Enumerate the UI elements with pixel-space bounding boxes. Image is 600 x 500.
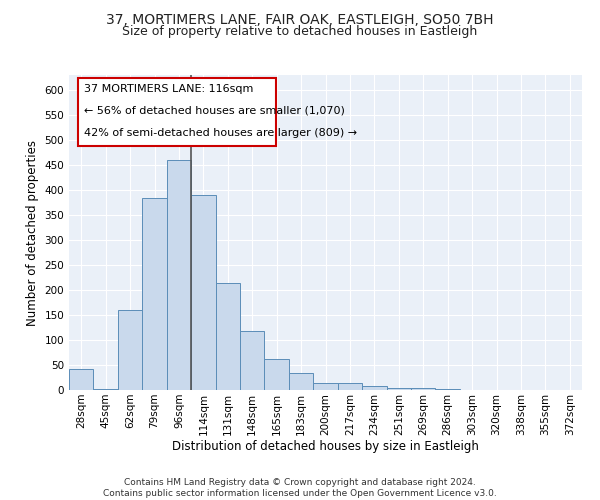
Text: Size of property relative to detached houses in Eastleigh: Size of property relative to detached ho… xyxy=(122,25,478,38)
Bar xyxy=(386,388,411,390)
Text: 37, MORTIMERS LANE, FAIR OAK, EASTLEIGH, SO50 7BH: 37, MORTIMERS LANE, FAIR OAK, EASTLEIGH,… xyxy=(106,12,494,26)
Bar xyxy=(265,359,289,390)
X-axis label: Distribution of detached houses by size in Eastleigh: Distribution of detached houses by size … xyxy=(172,440,479,454)
Text: 37 MORTIMERS LANE: 116sqm: 37 MORTIMERS LANE: 116sqm xyxy=(85,84,254,94)
Bar xyxy=(338,383,362,390)
Text: Contains HM Land Registry data © Crown copyright and database right 2024.
Contai: Contains HM Land Registry data © Crown c… xyxy=(103,478,497,498)
Bar xyxy=(167,160,191,390)
Bar xyxy=(142,198,167,390)
Bar xyxy=(362,386,386,390)
Bar xyxy=(411,388,436,390)
FancyBboxPatch shape xyxy=(78,78,276,146)
Text: 42% of semi-detached houses are larger (809) →: 42% of semi-detached houses are larger (… xyxy=(85,128,358,138)
Bar xyxy=(240,331,265,390)
Bar xyxy=(289,372,313,390)
Text: ← 56% of detached houses are smaller (1,070): ← 56% of detached houses are smaller (1,… xyxy=(85,106,345,116)
Bar xyxy=(313,383,338,390)
Bar xyxy=(69,369,94,390)
Bar xyxy=(191,195,215,390)
Bar xyxy=(215,282,240,390)
Bar xyxy=(436,389,460,390)
Y-axis label: Number of detached properties: Number of detached properties xyxy=(26,140,39,326)
Bar xyxy=(118,310,142,390)
Bar xyxy=(94,389,118,390)
